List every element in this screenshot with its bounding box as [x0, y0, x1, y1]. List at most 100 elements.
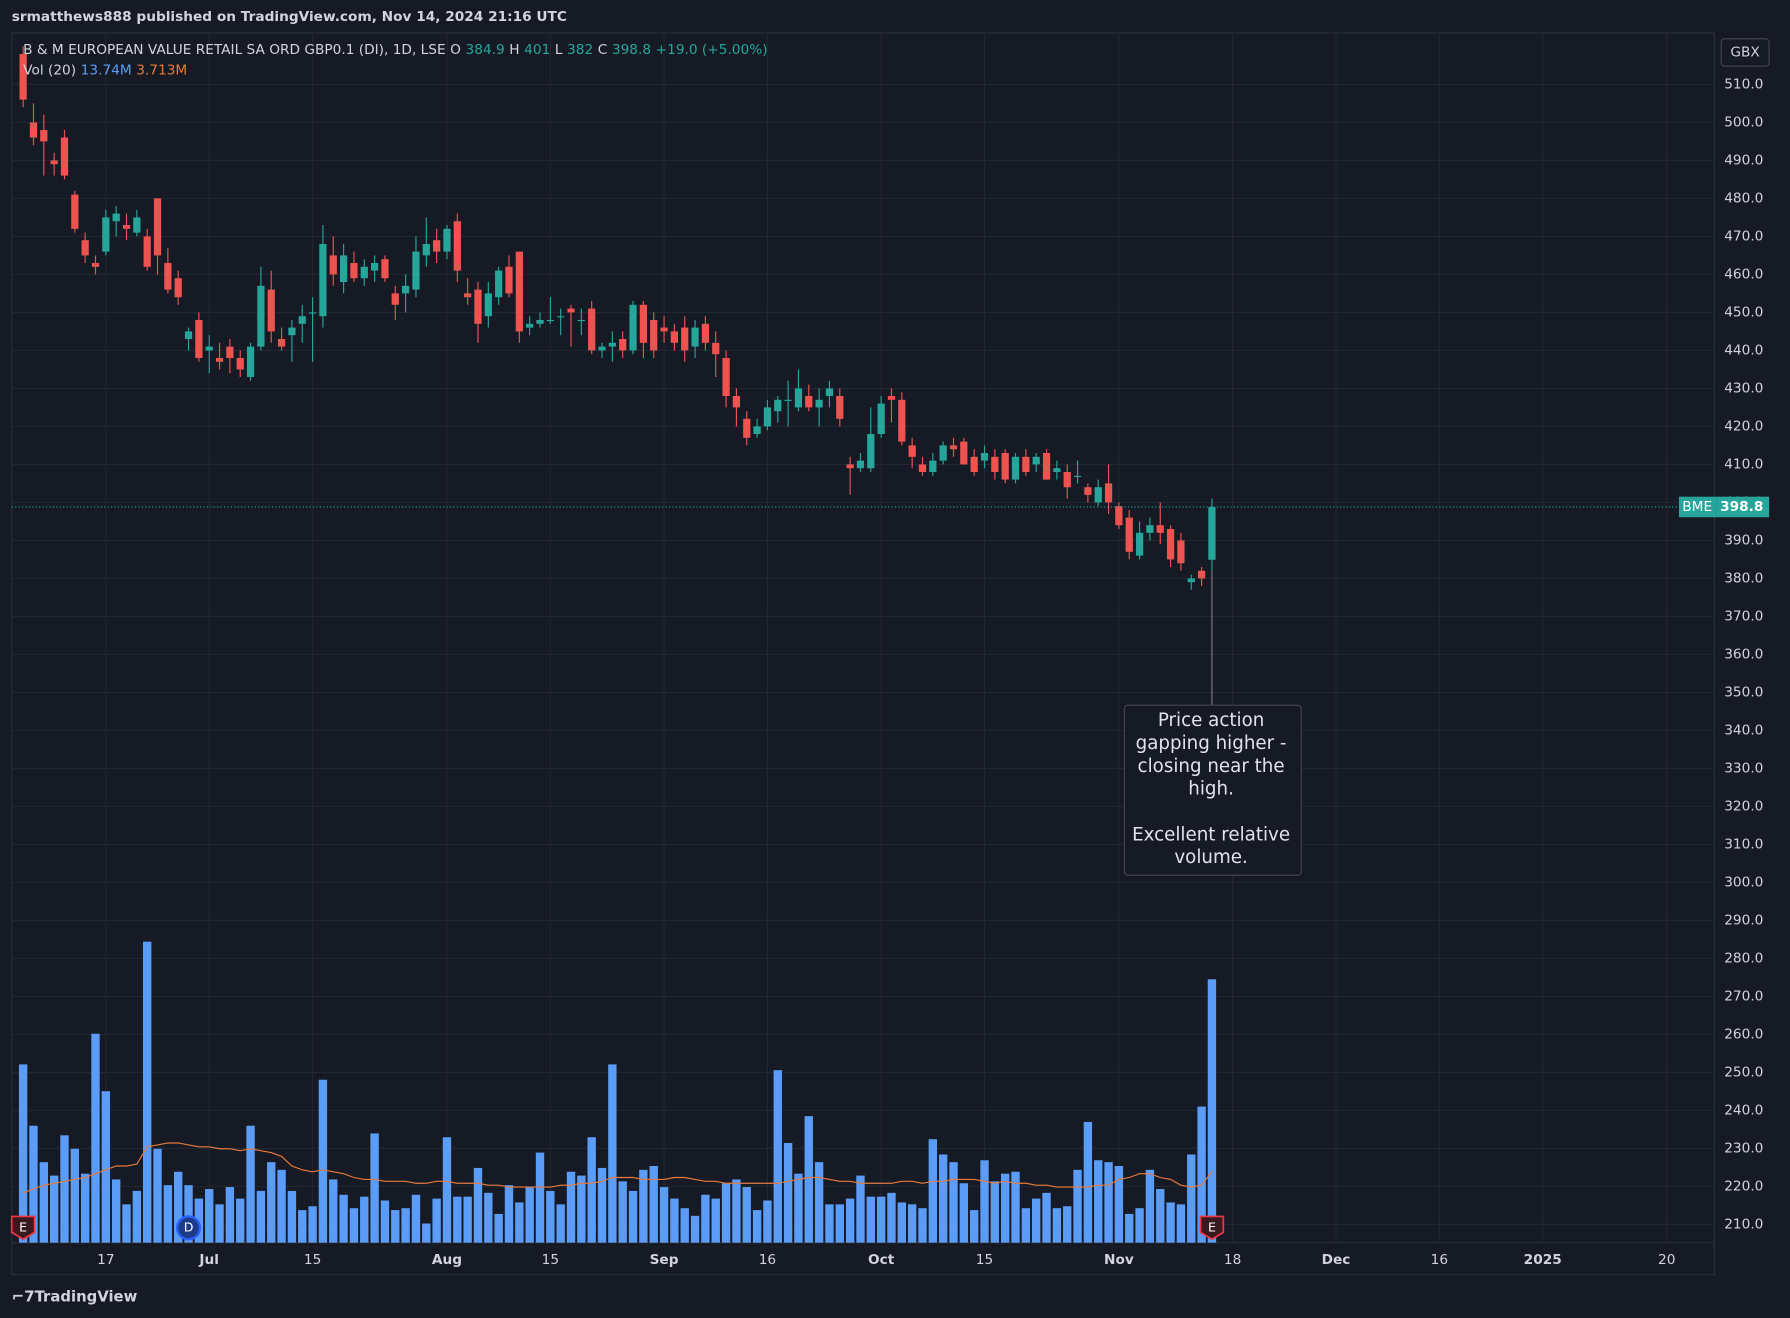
volume-bar	[980, 1160, 989, 1243]
candle-body	[660, 327, 668, 332]
currency-box[interactable]	[1720, 38, 1770, 67]
volume-bar	[1011, 1171, 1020, 1243]
volume-bar	[401, 1208, 410, 1243]
volume-bar	[111, 1179, 121, 1243]
event-marker[interactable]	[175, 1215, 202, 1241]
candle-body	[422, 244, 430, 256]
x-tick-label: Dec	[1322, 1252, 1351, 1268]
candle-body	[112, 213, 120, 222]
volume-bar	[380, 1200, 390, 1243]
candle-body	[402, 285, 410, 294]
annotation-text: Excellent relative	[1132, 824, 1290, 845]
annotation-text: high.	[1188, 779, 1234, 800]
price-tag-label: 398.8	[1720, 499, 1763, 515]
volume-bar	[680, 1208, 689, 1243]
volume-bar	[1166, 1202, 1175, 1243]
annotation-box[interactable]	[1123, 704, 1302, 876]
legend-item: 401	[524, 42, 550, 58]
candle-body	[1053, 468, 1061, 473]
volume-bar	[1052, 1208, 1062, 1243]
volume-bar	[101, 1091, 111, 1243]
x-tick-label: Aug	[432, 1252, 462, 1268]
candle-body	[350, 263, 358, 279]
volume-bar	[566, 1171, 576, 1243]
x-tick-label: 15	[976, 1252, 993, 1268]
volume-bar	[587, 1137, 596, 1243]
price-tag	[1716, 496, 1770, 518]
legend-item: 13.74M	[81, 63, 132, 79]
volume-bar	[639, 1169, 648, 1243]
y-tick-label: 360.0	[1724, 646, 1763, 662]
volume-bar	[649, 1166, 658, 1243]
candle-body	[1156, 525, 1164, 533]
legend-item: B & M EUROPEAN VALUE RETAIL SA ORD GBP0.…	[23, 42, 445, 58]
x-tick-label: 20	[1658, 1252, 1675, 1268]
candle-body	[40, 129, 48, 142]
candle-body	[577, 320, 585, 322]
candle-body	[215, 358, 224, 362]
candle-body	[784, 399, 792, 401]
candle-body	[1022, 456, 1030, 473]
candle-body	[939, 445, 947, 461]
volume-bar	[670, 1198, 679, 1243]
volume-bar	[504, 1185, 514, 1243]
candle-body	[629, 304, 637, 351]
volume-bar	[1063, 1206, 1072, 1243]
candle-body	[929, 460, 937, 473]
volume-bar	[773, 1070, 782, 1243]
legend-item: H	[509, 42, 519, 58]
y-tick-label: 330.0	[1724, 760, 1763, 776]
volume-bar	[1156, 1189, 1165, 1243]
candle-body	[412, 251, 420, 290]
candle-body	[1011, 456, 1020, 480]
candle-body	[619, 339, 627, 351]
candle-body	[670, 331, 679, 343]
footer-brand: TradingView	[35, 1288, 138, 1305]
volume-bar	[1083, 1121, 1093, 1243]
volume-bar	[1094, 1160, 1103, 1243]
volume-bar	[194, 1198, 204, 1243]
candle-body	[153, 198, 162, 256]
candle-body	[918, 464, 927, 473]
candle-body	[722, 358, 730, 397]
candle-body	[174, 278, 182, 298]
y-tick-label: 350.0	[1724, 684, 1763, 700]
candle-body	[122, 225, 131, 229]
volume-bar	[628, 1190, 638, 1243]
candle-body	[650, 320, 658, 351]
event-marker[interactable]	[10, 1215, 36, 1241]
volume-bar	[525, 1187, 534, 1243]
volume-bar	[556, 1204, 565, 1243]
candle-body	[567, 308, 575, 313]
volume-bar	[752, 1210, 762, 1243]
candle-body	[743, 418, 751, 438]
volume-bar	[608, 1064, 617, 1243]
candle-body	[184, 331, 193, 340]
candle-body	[360, 266, 368, 279]
volume-bar	[308, 1206, 317, 1243]
candle-body	[381, 259, 389, 279]
candle-body	[1063, 472, 1071, 488]
y-tick-label: 230.0	[1724, 1140, 1763, 1156]
candle-body	[1166, 529, 1175, 560]
volume-bar	[1032, 1198, 1041, 1243]
volume-bar	[329, 1179, 338, 1243]
volume-bar	[287, 1190, 297, 1243]
candle-body	[1115, 506, 1123, 526]
candle-body	[887, 396, 896, 400]
y-tick-label: 460.0	[1724, 266, 1763, 282]
volume-bar	[132, 1190, 142, 1243]
event-label: E	[19, 1219, 27, 1234]
candle-body	[226, 346, 234, 359]
candle-body	[681, 327, 689, 351]
x-tick-label: Jul	[198, 1252, 219, 1268]
volume-bar	[142, 941, 152, 1243]
candle-body	[867, 434, 875, 469]
legend-line: B & M EUROPEAN VALUE RETAIL SA ORD GBP0.…	[23, 42, 767, 58]
candle-body	[267, 289, 275, 332]
event-marker[interactable]	[1199, 1215, 1225, 1241]
volume-bar	[453, 1196, 462, 1243]
